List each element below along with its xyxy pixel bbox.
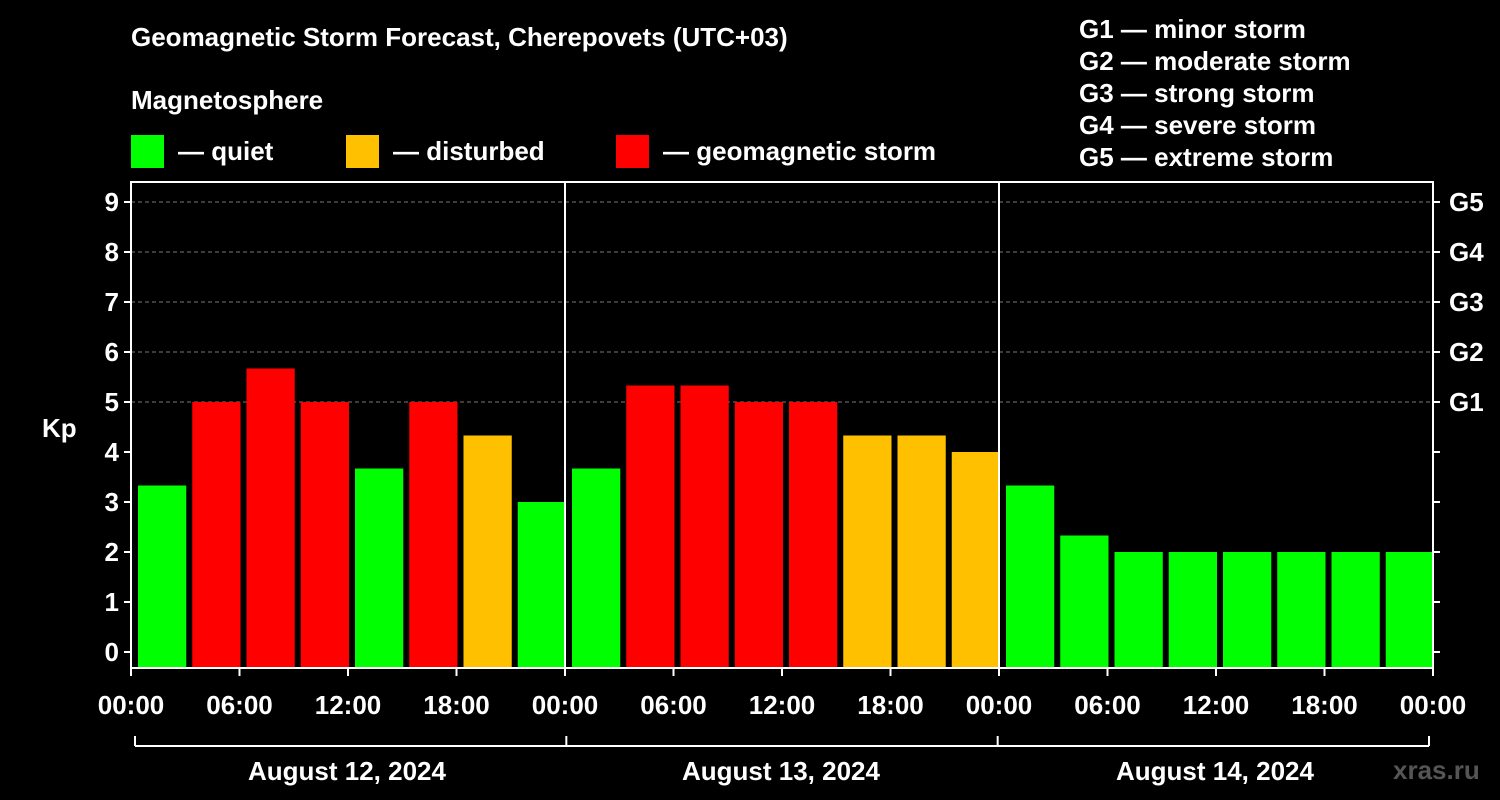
kp-bar bbox=[1168, 552, 1217, 668]
legend-swatch-disturbed bbox=[346, 134, 379, 168]
x-tick-label: 12:00 bbox=[749, 690, 816, 720]
g-tick-label: G4 bbox=[1449, 237, 1484, 267]
g-tick-label: G2 bbox=[1449, 337, 1484, 367]
kp-bar bbox=[626, 385, 675, 668]
g-tick-label: G1 bbox=[1449, 387, 1484, 417]
y-tick-label: 3 bbox=[105, 487, 119, 517]
y-axis-label: Kp bbox=[42, 413, 77, 443]
y-tick-label: 7 bbox=[105, 287, 119, 317]
y-tick-label: 8 bbox=[105, 237, 119, 267]
y-tick-label: 4 bbox=[105, 437, 120, 467]
y-tick-label: 9 bbox=[105, 187, 119, 217]
kp-bar bbox=[517, 502, 566, 668]
kp-bar bbox=[1006, 485, 1055, 668]
y-tick-label: 1 bbox=[105, 587, 119, 617]
magnetosphere-label: Magnetosphere bbox=[131, 85, 324, 115]
x-tick-label: 18:00 bbox=[857, 690, 924, 720]
kp-bar bbox=[300, 402, 349, 668]
g-tick-label: G3 bbox=[1449, 287, 1484, 317]
kp-bar bbox=[192, 402, 241, 668]
y-tick-label: 2 bbox=[105, 537, 119, 567]
legend-item-storm: — geomagnetic storm bbox=[616, 134, 936, 168]
legend-item-disturbed: — disturbed bbox=[346, 134, 545, 168]
x-tick-label: 00:00 bbox=[532, 690, 599, 720]
legend-swatch-storm bbox=[616, 134, 649, 168]
legend-label-disturbed: — disturbed bbox=[393, 135, 545, 166]
g-scale-item: G3 — strong storm bbox=[1079, 78, 1315, 108]
y-tick-label: 6 bbox=[105, 337, 119, 367]
kp-bar bbox=[734, 402, 783, 668]
kp-bar bbox=[1277, 552, 1326, 668]
legend-swatch-quiet bbox=[131, 134, 164, 168]
x-tick-label: 00:00 bbox=[98, 690, 165, 720]
legend-label-storm: — geomagnetic storm bbox=[663, 135, 937, 166]
kp-bar bbox=[680, 385, 729, 668]
x-tick-label: 12:00 bbox=[315, 690, 382, 720]
legend-label-quiet: — quiet bbox=[178, 135, 274, 166]
x-tick-label: 06:00 bbox=[206, 690, 273, 720]
x-tick-label: 00:00 bbox=[966, 690, 1033, 720]
kp-bar bbox=[572, 468, 621, 668]
y-tick-label: 5 bbox=[105, 387, 119, 417]
kp-bar bbox=[843, 435, 892, 668]
x-tick-label: 12:00 bbox=[1183, 690, 1250, 720]
kp-bar bbox=[1114, 552, 1163, 668]
kp-bar bbox=[138, 485, 187, 668]
kp-bar bbox=[1331, 552, 1380, 668]
kp-bar bbox=[789, 402, 838, 668]
kp-bar bbox=[355, 468, 404, 668]
site-watermark: xras.ru bbox=[1393, 755, 1480, 785]
kp-bar bbox=[1060, 535, 1109, 668]
g-scale-item: G5 — extreme storm bbox=[1079, 142, 1334, 172]
x-tick-label: 06:00 bbox=[640, 690, 707, 720]
day-label: August 13, 2024 bbox=[682, 756, 881, 786]
kp-bar bbox=[409, 402, 458, 668]
g-tick-label: G5 bbox=[1449, 187, 1484, 217]
x-tick-label: 06:00 bbox=[1074, 690, 1141, 720]
kp-bar bbox=[246, 368, 295, 668]
kp-bar bbox=[897, 435, 946, 668]
legend-item-quiet: — quiet bbox=[131, 134, 273, 168]
x-tick-label: 00:00 bbox=[1400, 690, 1467, 720]
x-tick-label: 18:00 bbox=[423, 690, 490, 720]
g-scale-list: G1 — minor storm G2 — moderate storm G3 … bbox=[1079, 13, 1351, 173]
day-label: August 14, 2024 bbox=[1116, 756, 1315, 786]
g-scale-item: G2 — moderate storm bbox=[1079, 46, 1351, 76]
kp-bar bbox=[951, 452, 1000, 668]
x-tick-label: 18:00 bbox=[1291, 690, 1358, 720]
y-tick-label: 0 bbox=[105, 637, 119, 667]
day-label: August 12, 2024 bbox=[248, 756, 447, 786]
kp-bar bbox=[463, 435, 512, 668]
g-scale-item: G1 — minor storm bbox=[1079, 14, 1306, 44]
kp-bar bbox=[1385, 552, 1434, 668]
g-scale-item: G4 — severe storm bbox=[1079, 110, 1317, 140]
kp-bar bbox=[1223, 552, 1272, 668]
chart-title: Geomagnetic Storm Forecast, Cherepovets … bbox=[131, 22, 788, 52]
